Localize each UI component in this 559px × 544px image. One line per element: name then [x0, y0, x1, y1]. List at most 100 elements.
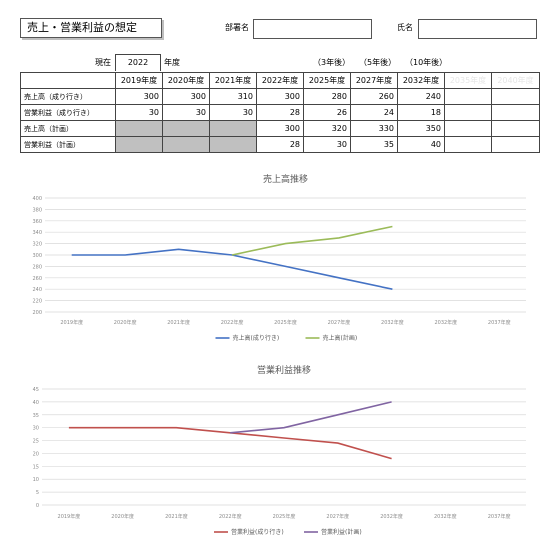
disabled-cell	[209, 120, 257, 137]
y-tick-label: 15	[33, 464, 39, 470]
x-tick-label: 2022年度	[219, 513, 242, 520]
value-cell[interactable]: 35	[350, 136, 398, 153]
legend-label: 売上高(計画)	[323, 334, 358, 342]
value-cell[interactable]: 310	[209, 88, 257, 105]
year-header: 2025年度	[303, 72, 351, 89]
sheet-title: 売上・営業利益の想定	[20, 18, 162, 38]
value-cell[interactable]	[491, 88, 540, 105]
x-tick-label: 2021年度	[165, 513, 188, 520]
value-cell[interactable]: 280	[303, 88, 351, 105]
value-cell[interactable]	[491, 136, 540, 153]
disabled-cell	[162, 120, 210, 137]
value-cell[interactable]: 30	[115, 104, 163, 121]
header-corner	[20, 72, 116, 89]
x-tick-label: 2022年度	[221, 319, 244, 326]
chart-title: 営業利益推移	[257, 364, 311, 376]
offset-label-3y: （3年後）	[313, 58, 351, 67]
y-tick-label: 45	[33, 387, 39, 393]
sales-trend-chart: 売上高推移 200 220 240 260 280 300 320 340 360 380 400 20…	[32, 173, 526, 342]
x-tick-label: 2032年度	[380, 513, 403, 520]
y-tick-label: 320	[32, 242, 42, 248]
y-tick-label: 400	[32, 196, 42, 202]
value-cell[interactable]: 24	[350, 104, 398, 121]
series-line	[231, 225, 393, 256]
offset-label-10y: （10年後）	[405, 58, 448, 67]
value-cell[interactable]: 320	[303, 120, 351, 137]
value-cell[interactable]: 18	[397, 104, 445, 121]
table-row: 営業利益（計画） 28 30 35 40	[20, 136, 540, 153]
value-cell[interactable]	[444, 136, 492, 153]
row-label: 売上高（計画）	[20, 120, 116, 137]
current-year: 2022	[127, 58, 149, 67]
value-cell[interactable]: 26	[303, 104, 351, 121]
table-row: 営業利益（成り行き） 30 30 30 28 26 24 18	[20, 104, 540, 121]
row-label: 営業利益（成り行き）	[20, 104, 116, 121]
value-cell[interactable]: 300	[256, 120, 304, 137]
value-cell[interactable]: 30	[209, 104, 257, 121]
current-label: 現在	[95, 58, 111, 67]
x-tick-label: 2032年度	[434, 319, 457, 326]
x-tick-label: 2032年度	[381, 319, 404, 326]
y-tick-label: 260	[32, 276, 42, 282]
value-cell[interactable]: 30	[162, 104, 210, 121]
value-cell[interactable]: 30	[303, 136, 351, 153]
y-tick-label: 360	[32, 219, 42, 225]
x-tick-label: 2027年度	[328, 319, 351, 326]
y-tick-label: 200	[32, 310, 42, 316]
x-tick-label: 2025年度	[273, 513, 296, 520]
y-tick-label: 380	[32, 207, 42, 213]
value-cell[interactable]: 28	[256, 136, 304, 153]
x-tick-label: 2027年度	[326, 513, 349, 520]
x-tick-label: 2020年度	[114, 319, 137, 326]
y-tick-label: 20	[33, 451, 39, 457]
value-cell[interactable]: 300	[256, 88, 304, 105]
value-cell[interactable]: 260	[350, 88, 398, 105]
x-tick-label: 2019年度	[60, 319, 83, 326]
year-header: 2027年度	[350, 72, 398, 89]
y-tick-label: 0	[36, 503, 39, 509]
legend-label: 営業利益(成り行き)	[231, 528, 284, 536]
y-tick-label: 280	[32, 264, 42, 270]
name-label: 氏名	[397, 23, 413, 32]
name-field[interactable]	[418, 19, 537, 39]
series-line	[230, 401, 392, 434]
table-row: 売上高（計画） 300 320 330 350	[20, 120, 540, 137]
y-tick-label: 340	[32, 230, 42, 236]
value-cell[interactable]	[444, 88, 492, 105]
y-tick-label: 25	[33, 439, 39, 445]
y-tick-label: 35	[33, 413, 39, 419]
year-header: 2032年度	[397, 72, 445, 89]
disabled-cell	[162, 136, 210, 153]
value-cell[interactable]: 28	[256, 104, 304, 121]
x-tick-label: 2037年度	[488, 319, 511, 326]
year-header: 2020年度	[162, 72, 210, 89]
y-tick-label: 220	[32, 299, 42, 305]
value-cell[interactable]: 330	[350, 120, 398, 137]
row-label: 売上高（成り行き）	[20, 88, 116, 105]
y-tick-label: 30	[33, 426, 39, 432]
value-cell[interactable]	[491, 120, 540, 137]
y-tick-label: 5	[36, 490, 39, 496]
year-suffix-label: 年度	[164, 58, 180, 67]
value-cell[interactable]	[491, 104, 540, 121]
department-label: 部署名	[225, 23, 249, 32]
value-cell[interactable]: 300	[162, 88, 210, 105]
legend-label: 営業利益(計画)	[321, 528, 362, 536]
current-year-cell[interactable]: 2022	[115, 54, 161, 71]
chart-title: 売上高推移	[263, 173, 308, 185]
y-tick-label: 10	[33, 477, 39, 483]
x-tick-label: 2021年度	[167, 319, 190, 326]
year-header-row: 2019年度 2020年度 2021年度 2022年度 2025年度 2027年…	[20, 72, 540, 89]
value-cell[interactable]: 40	[397, 136, 445, 153]
y-tick-label: 40	[33, 400, 39, 406]
value-cell[interactable]: 300	[115, 88, 163, 105]
x-tick-label: 2032年度	[434, 513, 457, 520]
table-row: 売上高（成り行き） 300 300 310 300 280 260 240	[20, 88, 540, 105]
offset-label-5y: （5年後）	[359, 58, 397, 67]
value-cell[interactable]: 240	[397, 88, 445, 105]
value-cell[interactable]	[444, 104, 492, 121]
value-cell[interactable]: 350	[397, 120, 445, 137]
forecast-table: 2019年度 2020年度 2021年度 2022年度 2025年度 2027年…	[20, 72, 540, 153]
value-cell[interactable]	[444, 120, 492, 137]
department-field[interactable]	[253, 19, 372, 39]
